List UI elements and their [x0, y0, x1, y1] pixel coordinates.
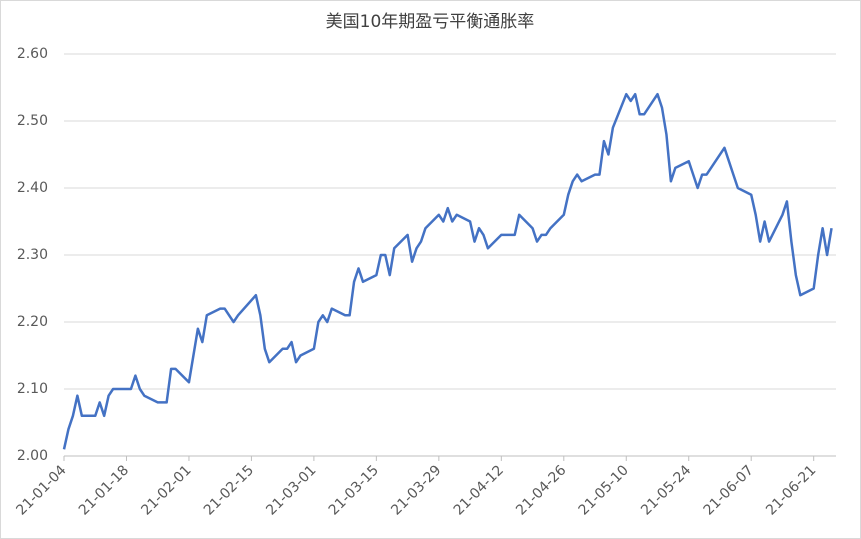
- y-tick-label: 2.60: [17, 46, 48, 62]
- chart-title: 美国10年期盈亏平衡通胀率: [326, 12, 535, 32]
- y-tick-label: 2.00: [17, 448, 48, 464]
- y-tick-label: 2.20: [17, 314, 48, 330]
- data-line: [62, 92, 833, 450]
- y-tick-label: 2.40: [17, 180, 48, 196]
- y-tick-label: 2.30: [17, 247, 48, 263]
- y-tick-label: 2.10: [17, 381, 48, 397]
- y-tick-label: 2.50: [17, 113, 48, 129]
